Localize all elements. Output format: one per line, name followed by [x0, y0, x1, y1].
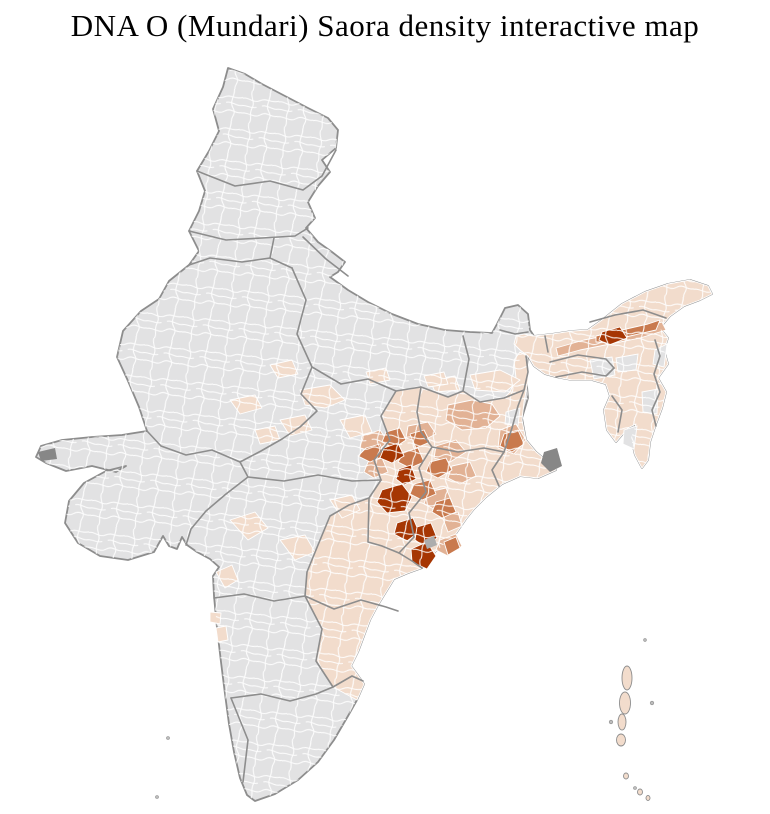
lakshadweep-islands: [155, 736, 170, 799]
state-boundaries: [146, 149, 667, 783]
andaman-nicobar-islands[interactable]: [608, 638, 655, 801]
water-bodies: [38, 448, 562, 549]
map-title: DNA O (Mundari) Saora density interactiv…: [70, 8, 700, 43]
district-boundaries-mesh: [36, 68, 712, 801]
